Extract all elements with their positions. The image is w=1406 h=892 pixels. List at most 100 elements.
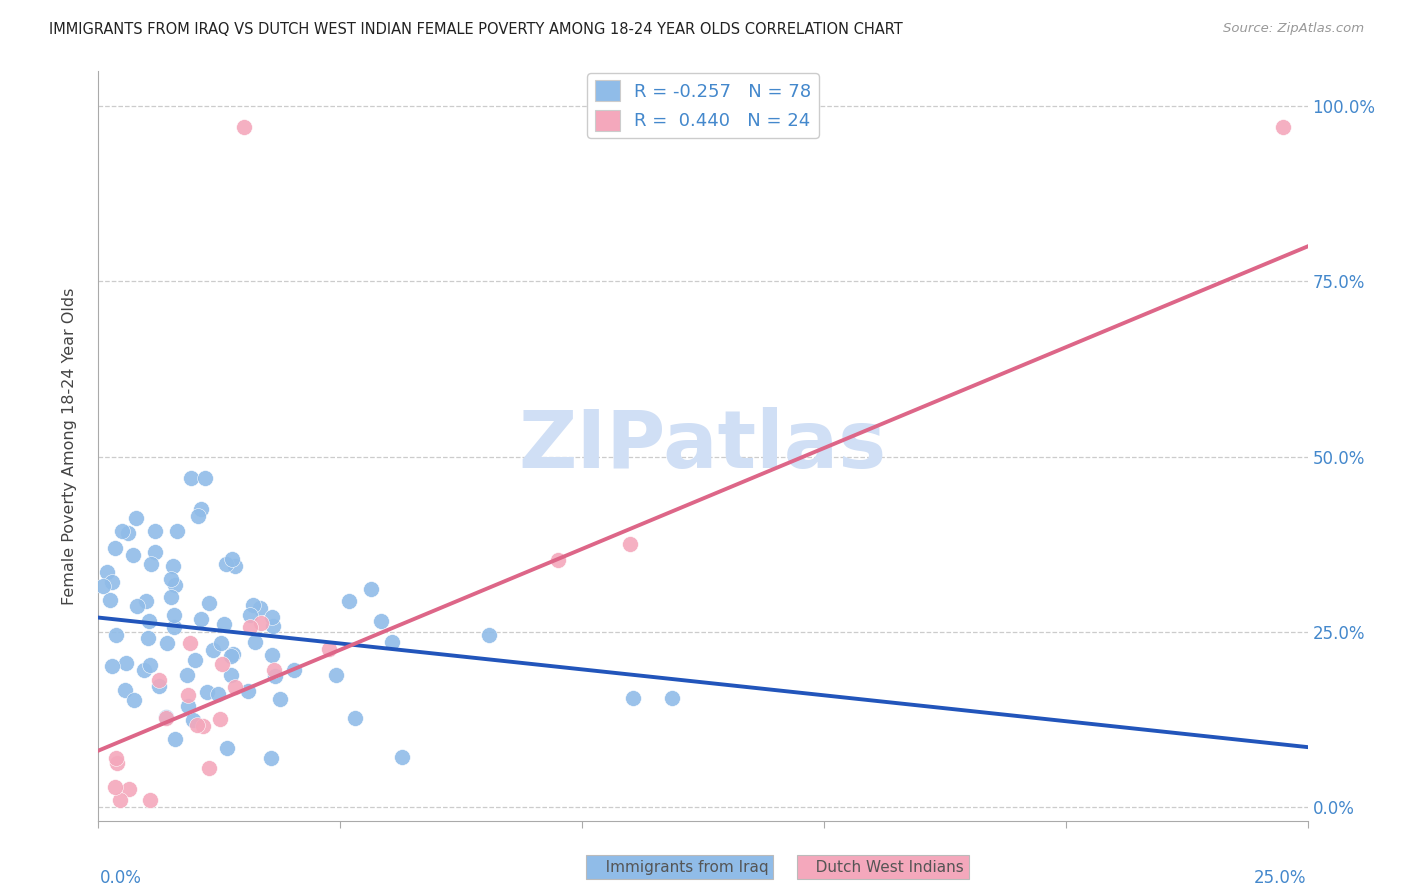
Point (239, 608, 262, 623)
Point (181, 713, 204, 727)
Point (118, 781, 141, 796)
Point (391, 750, 413, 764)
Point (184, 653, 207, 667)
Point (179, 636, 201, 650)
Point (1272, 120, 1295, 135)
Point (195, 685, 218, 699)
Point (166, 524, 188, 538)
Point (177, 688, 200, 702)
Point (283, 663, 305, 677)
Point (249, 601, 271, 615)
Point (114, 656, 136, 670)
Text: 25.0%: 25.0% (1254, 870, 1306, 888)
Point (190, 501, 212, 516)
Point (156, 636, 179, 650)
Point (263, 663, 285, 677)
Point (337, 593, 360, 607)
Point (148, 673, 170, 687)
Point (478, 628, 501, 642)
Point (215, 557, 238, 571)
Text: 0.0%: 0.0% (100, 870, 142, 888)
Point (224, 680, 246, 694)
Point (143, 524, 166, 539)
Point (623, 691, 645, 706)
Point (343, 711, 366, 725)
Point (134, 594, 156, 608)
Point (122, 548, 145, 562)
Point (136, 632, 159, 646)
Point (264, 669, 287, 683)
Point (111, 524, 134, 539)
Point (370, 614, 392, 628)
Point (190, 612, 212, 626)
Point (259, 751, 281, 765)
Point (96, 565, 118, 579)
Text: ZIPatlas: ZIPatlas (519, 407, 887, 485)
Point (194, 470, 217, 484)
Point (250, 615, 273, 630)
Point (177, 698, 200, 713)
Point (176, 668, 198, 682)
Point (138, 614, 160, 628)
Point (242, 599, 264, 613)
Text: Dutch West Indians: Dutch West Indians (801, 860, 965, 874)
Legend: R = -0.257   N = 78, R =  0.440   N = 24: R = -0.257 N = 78, R = 0.440 N = 24 (588, 73, 818, 138)
Point (219, 649, 242, 664)
Point (238, 684, 260, 698)
Point (262, 619, 284, 633)
Point (187, 508, 209, 523)
Point (114, 683, 136, 698)
Point (198, 761, 221, 775)
Point (208, 712, 231, 726)
Point (101, 659, 124, 673)
Point (122, 692, 145, 706)
Point (619, 537, 641, 551)
Point (155, 710, 177, 724)
Point (98, 593, 121, 607)
Point (260, 648, 283, 663)
Point (104, 780, 127, 795)
Point (360, 582, 382, 596)
Point (127, 599, 149, 613)
Point (100, 575, 122, 590)
Point (125, 511, 148, 525)
Text: Source: ZipAtlas.com: Source: ZipAtlas.com (1223, 22, 1364, 36)
Point (104, 541, 127, 555)
Point (207, 686, 229, 700)
Point (180, 471, 202, 485)
Point (162, 620, 184, 634)
Point (162, 558, 184, 573)
Point (160, 590, 183, 604)
Point (232, 120, 254, 135)
Point (108, 792, 131, 806)
Point (219, 668, 242, 682)
Point (132, 663, 155, 677)
Point (269, 692, 291, 706)
Point (141, 557, 163, 571)
Point (117, 526, 139, 541)
Point (222, 647, 245, 661)
Point (318, 641, 340, 656)
Point (325, 667, 347, 681)
Point (209, 636, 232, 650)
Point (191, 719, 214, 733)
Point (143, 544, 166, 558)
Point (224, 559, 246, 574)
Point (104, 751, 127, 765)
Point (262, 610, 284, 624)
Point (381, 634, 404, 648)
Point (202, 643, 225, 657)
Point (211, 657, 233, 671)
Point (239, 620, 262, 634)
Point (547, 552, 569, 566)
Point (197, 596, 219, 610)
Point (155, 711, 177, 725)
Point (104, 628, 127, 642)
Point (160, 572, 183, 586)
Point (139, 658, 162, 673)
Point (243, 634, 266, 648)
Point (148, 679, 170, 693)
Point (212, 617, 235, 632)
Point (165, 732, 187, 747)
Point (186, 718, 208, 732)
